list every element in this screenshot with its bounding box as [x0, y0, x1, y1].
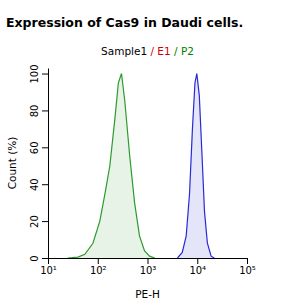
series-area [177, 74, 214, 258]
y-tick-mark [42, 258, 48, 259]
plot-area [68, 74, 214, 258]
y-tick-label: 60 [29, 141, 40, 154]
x-tick-label: 10² [90, 265, 107, 276]
y-tick: 80 [29, 105, 48, 118]
x-tick-mark [197, 258, 198, 264]
y-axis-title: Count (%) [6, 137, 18, 190]
title: Expression of Cas9 in Daudi cells. [6, 15, 243, 30]
chart: Expression of Cas9 in Daudi cells. Sample… [0, 0, 294, 308]
y-tick-mark [42, 184, 48, 185]
x-tick-mark [247, 258, 248, 264]
x-tick-label: 10³ [140, 265, 157, 276]
y-tick-mark [42, 147, 48, 148]
y-tick-label: 20 [29, 215, 40, 228]
y-tick-mark [42, 110, 48, 111]
x-axis-title: PE-H [135, 288, 160, 300]
y-tick-mark [42, 221, 48, 222]
x-tick: 10² [90, 258, 107, 276]
y-tick-label: 100 [29, 64, 40, 83]
y-tick: 20 [29, 215, 48, 228]
y-tick: 100 [29, 64, 48, 83]
y-tick: 40 [29, 178, 48, 191]
x-axis: 10¹ 10² 10³ 10⁴ 10⁵ [40, 258, 256, 276]
x-tick-label: 10⁴ [189, 265, 206, 276]
y-tick-label: 80 [29, 105, 40, 118]
y-tick: 0 [29, 255, 48, 261]
x-tick: 10⁵ [239, 258, 256, 276]
y-tick-label: 40 [29, 178, 40, 191]
subtitle-part: / P2 [171, 45, 194, 57]
x-tick-mark [98, 258, 99, 264]
x-tick: 10³ [140, 258, 157, 276]
series-line [68, 74, 155, 258]
subtitle-part: / E1 [147, 45, 171, 57]
y-tick-mark [42, 74, 48, 75]
x-tick: 10⁴ [189, 258, 206, 276]
y-tick: 60 [29, 141, 48, 154]
subtitle-part: Sample1 [101, 45, 147, 57]
y-tick-label: 0 [29, 255, 40, 261]
y-axis-line [48, 69, 49, 259]
series-area [68, 74, 155, 258]
y-axis: 0 20 40 60 80 100 [29, 64, 49, 261]
x-tick-label: 10¹ [40, 265, 57, 276]
series-line [177, 74, 214, 258]
subtitle: Sample1 / E1 / P2 [101, 45, 194, 57]
x-tick-mark [148, 258, 149, 264]
x-tick-mark [48, 258, 49, 264]
x-tick-label: 10⁵ [239, 265, 256, 276]
x-tick: 10¹ [40, 258, 57, 276]
